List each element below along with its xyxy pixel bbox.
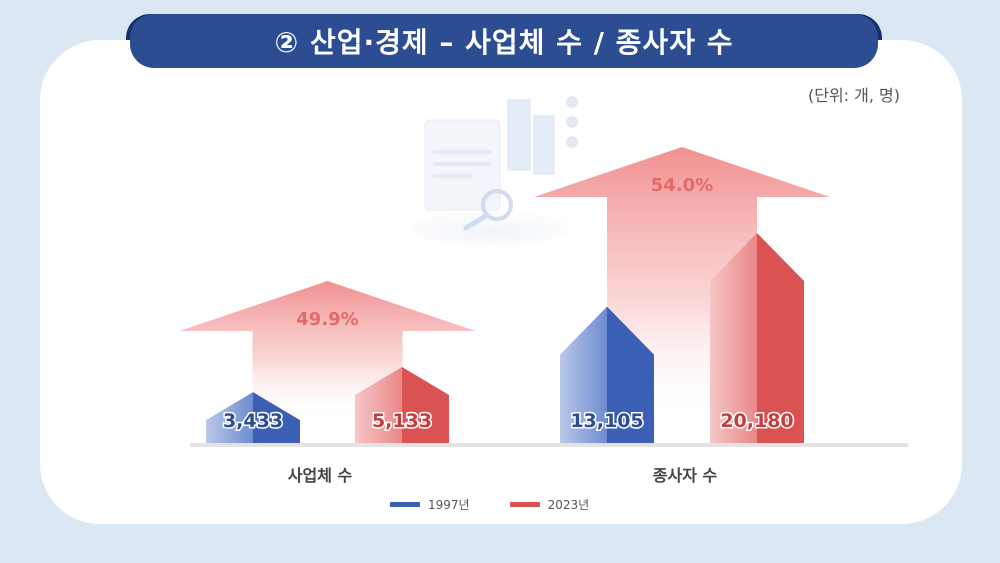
bar-1997-1 bbox=[560, 306, 654, 443]
data-label-2023-0: 5,133 bbox=[372, 410, 432, 432]
x-axis-baseline bbox=[190, 443, 908, 447]
legend-label-1997: 1997년 bbox=[428, 498, 470, 512]
legend-swatch-2023 bbox=[509, 502, 540, 507]
bar-1997-0 bbox=[206, 392, 300, 443]
page-title-text: ② 산업·경제 – 사업체 수 / 종사자 수 bbox=[274, 26, 734, 59]
data-label-1997-0: 3,433 bbox=[223, 410, 283, 432]
legend-item-2023: 2023년 bbox=[509, 496, 590, 513]
legend-item-1997: 1997년 bbox=[390, 496, 470, 513]
legend-swatch-1997 bbox=[390, 502, 420, 507]
unit-label: (단위: 개, 명) bbox=[807, 86, 900, 105]
bar-2023-1 bbox=[710, 233, 804, 443]
growth-label-0: 49.9% bbox=[296, 309, 358, 330]
bar-2023-0 bbox=[355, 367, 449, 443]
category-label-1: 종사자 수 bbox=[653, 466, 718, 485]
data-label-2023-1: 20,180 bbox=[720, 410, 793, 432]
legend: 1997년 2023년 bbox=[390, 496, 589, 513]
jobs-illustration-icon bbox=[410, 96, 578, 246]
category-label-0: 사업체 수 bbox=[288, 466, 353, 485]
growth-label-1: 54.0% bbox=[651, 175, 713, 196]
data-label-1997-1: 13,105 bbox=[570, 410, 643, 432]
legend-label-2023: 2023년 bbox=[547, 498, 590, 512]
